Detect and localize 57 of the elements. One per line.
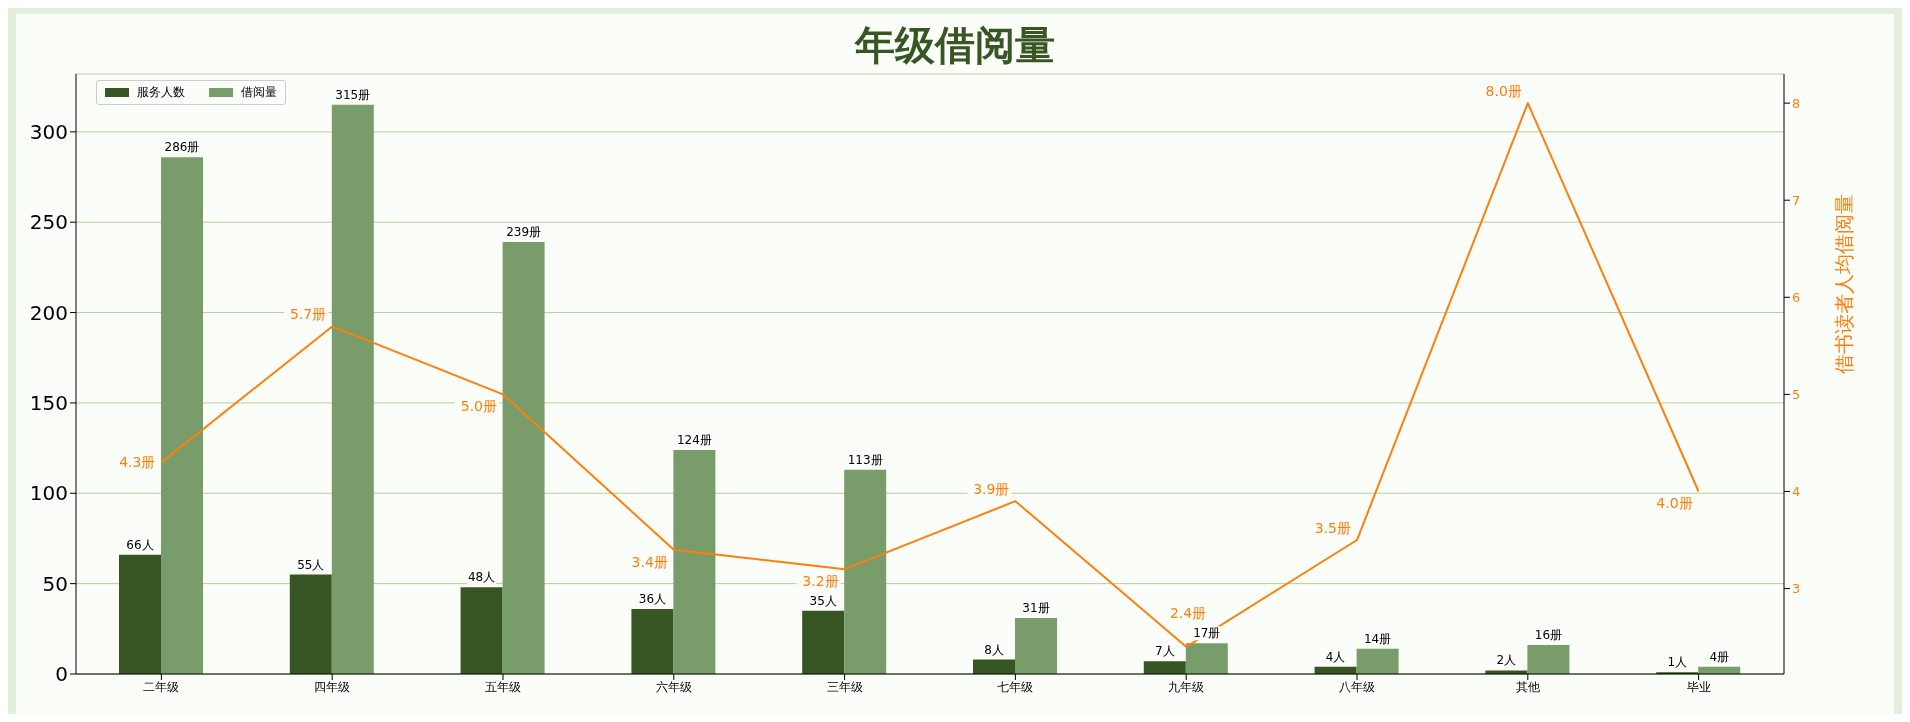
x-tick-label: 其他 bbox=[1515, 679, 1540, 694]
data-label: 31册 bbox=[1022, 600, 1050, 615]
x-tick-label: 四年级 bbox=[314, 679, 351, 694]
y2-tick-label: 7 bbox=[1792, 192, 1801, 208]
x-tick-label: 六年级 bbox=[655, 679, 692, 694]
data-label: 4册 bbox=[1709, 649, 1730, 664]
data-label: 3.2册 bbox=[802, 573, 839, 590]
data-label: 2人 bbox=[1496, 653, 1517, 668]
data-label: 286册 bbox=[164, 140, 200, 155]
legend-label: 借阅量 bbox=[240, 84, 277, 101]
data-label: 124册 bbox=[676, 432, 712, 447]
data-label: 36人 bbox=[638, 591, 667, 606]
x-tick-label: 三年级 bbox=[826, 679, 863, 694]
x-tick-label: 五年级 bbox=[485, 679, 521, 694]
data-label: 315册 bbox=[335, 87, 371, 102]
data-label: 7人 bbox=[1154, 644, 1175, 659]
x-tick-label: 九年级 bbox=[1168, 679, 1205, 694]
y2-tick-label: 4 bbox=[1792, 484, 1801, 500]
data-label: 5.0册 bbox=[460, 398, 497, 415]
y2-tick-label: 3 bbox=[1792, 581, 1801, 597]
data-label: 4.0册 bbox=[1656, 495, 1693, 512]
data-label: 16册 bbox=[1534, 628, 1563, 643]
data-label: 48人 bbox=[467, 570, 496, 585]
x-tick-label: 毕业 bbox=[1686, 679, 1711, 694]
data-label: 5.7册 bbox=[289, 306, 327, 323]
y-tick-label: 100 bbox=[29, 481, 68, 506]
y-tick-label: 250 bbox=[29, 210, 68, 235]
data-label: 3.4册 bbox=[631, 553, 668, 570]
data-label: 55人 bbox=[297, 557, 325, 572]
data-label: 113册 bbox=[847, 452, 883, 467]
y2-tick-label: 8 bbox=[1792, 95, 1801, 111]
data-label: 8.0册 bbox=[1485, 83, 1522, 100]
x-tick-label: 七年级 bbox=[997, 679, 1034, 694]
y2-axis-title: 借书读者人均借阅量 bbox=[1832, 194, 1857, 374]
x-tick-label: 八年级 bbox=[1339, 679, 1375, 694]
data-label: 66人 bbox=[126, 537, 154, 552]
data-label: 2.4册 bbox=[1169, 604, 1207, 621]
data-label: 35人 bbox=[809, 593, 837, 608]
data-label: 1人 bbox=[1667, 655, 1688, 670]
data-label: 14册 bbox=[1363, 631, 1392, 646]
data-label: 239册 bbox=[506, 225, 542, 240]
y-tick-label: 50 bbox=[42, 571, 68, 596]
legend-label: 服务人数 bbox=[136, 84, 185, 101]
y-tick-label: 300 bbox=[29, 119, 68, 144]
y-tick-label: 150 bbox=[29, 391, 68, 416]
data-label: 8人 bbox=[984, 642, 1004, 657]
data-label: 3.9册 bbox=[973, 481, 1010, 498]
data-label: 17册 bbox=[1193, 626, 1221, 641]
data-label: 4人 bbox=[1325, 649, 1346, 664]
y2-tick-label: 6 bbox=[1792, 289, 1801, 305]
y2-tick-label: 5 bbox=[1792, 387, 1801, 402]
x-tick-label: 二年级 bbox=[143, 679, 180, 694]
data-label: 3.5册 bbox=[1314, 520, 1351, 537]
y-tick-label: 0 bbox=[55, 662, 68, 687]
chart-title: 年级借阅量 bbox=[853, 21, 1056, 70]
data-label: 4.3册 bbox=[119, 454, 156, 471]
y-tick-label: 200 bbox=[29, 300, 68, 325]
